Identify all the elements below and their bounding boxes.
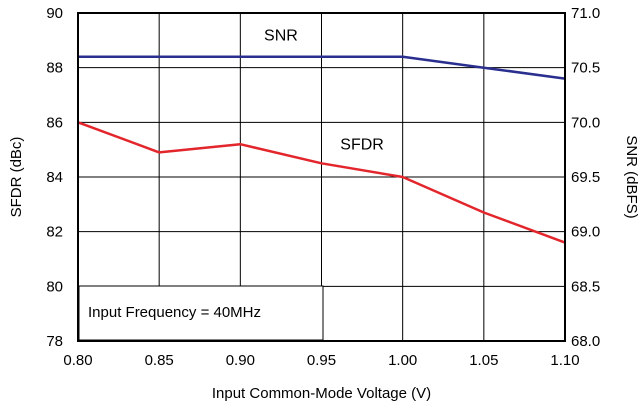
- x-tick-label: 0.85: [145, 352, 174, 369]
- x-axis-title: Input Common-Mode Voltage (V): [212, 385, 431, 402]
- y-left-axis-title: SFDR (dBc): [8, 137, 25, 218]
- series-lines: [77, 55, 566, 244]
- y-left-tick-label: 80: [46, 278, 63, 295]
- y-left-tick-label: 82: [46, 224, 63, 241]
- annotation-text: Input Frequency = 40MHz: [88, 304, 261, 321]
- y-left-tick-label: 84: [46, 169, 63, 186]
- y-left-tick-label: 78: [46, 333, 63, 350]
- x-tick-label: 1.05: [469, 352, 498, 369]
- y-left-tick-label: 88: [46, 60, 63, 77]
- y-left-tick-label: 90: [46, 5, 63, 22]
- y-right-axis-title: SNR (dBFS): [623, 135, 640, 218]
- y-right-tick-label: 71.0: [571, 5, 600, 22]
- series-label-snr: SNR: [264, 27, 298, 44]
- series-line-snr: [78, 55, 566, 80]
- y-left-tick-label: 86: [46, 114, 63, 131]
- plot-area-frame: [77, 12, 566, 342]
- y-right-tick-label: 69.0: [571, 224, 600, 241]
- annotation-box: [78, 285, 324, 341]
- x-tick-label: 0.80: [63, 352, 92, 369]
- y-right-tick-label: 69.5: [571, 169, 600, 186]
- x-tick-label: 1.00: [388, 352, 417, 369]
- series-line-sfdr: [77, 121, 566, 244]
- tick-labels: 0.80 0.85 0.90 0.95 1.00 1.05 1.10 78 68.0 80 68.5…: [46, 5, 600, 369]
- y-right-tick-label: 68.5: [571, 278, 600, 295]
- y-right-tick-label: 70.0: [571, 114, 600, 131]
- x-tick-label: 0.95: [307, 352, 336, 369]
- y-right-tick-label: 70.5: [571, 60, 600, 77]
- x-tick-label: 1.10: [550, 352, 579, 369]
- y-right-tick-label: 68.0: [571, 333, 600, 350]
- x-tick-label: 0.90: [226, 352, 255, 369]
- series-label-sfdr: SFDR: [340, 137, 384, 154]
